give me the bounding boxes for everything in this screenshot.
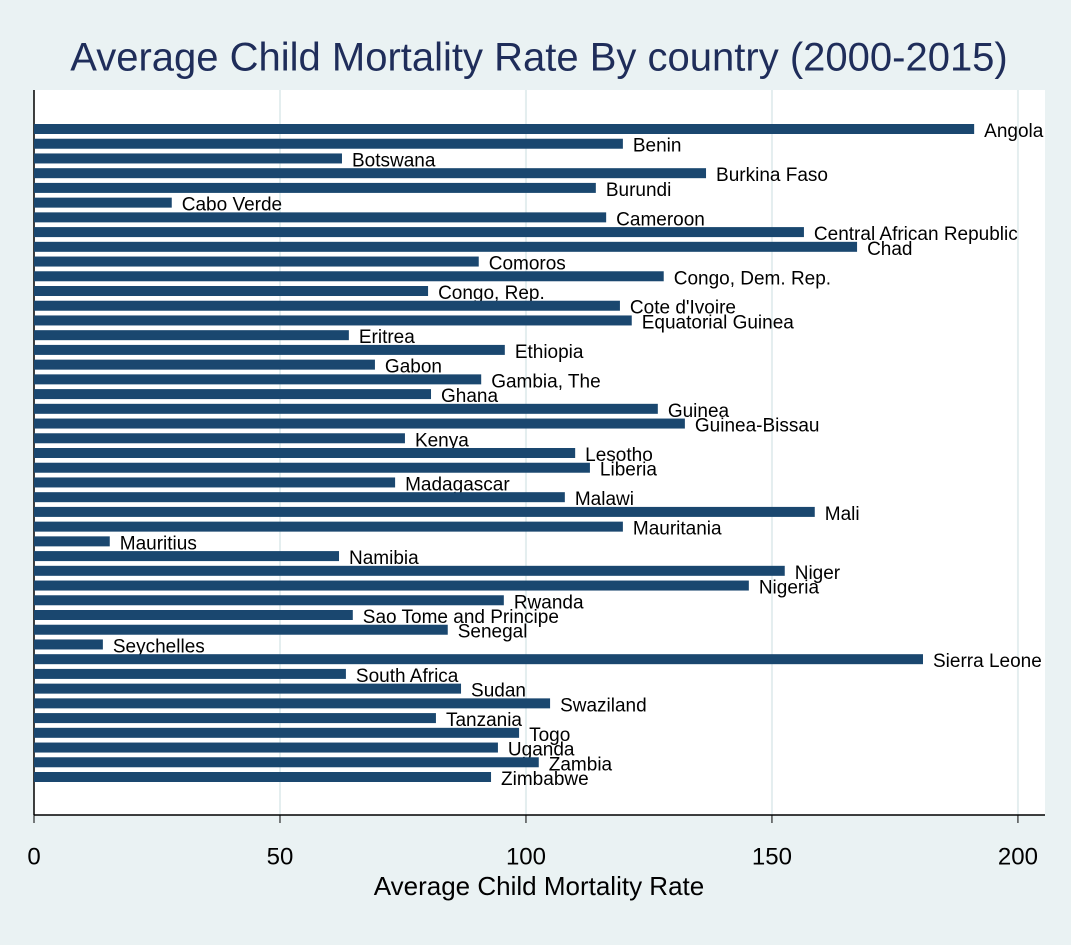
bar (34, 757, 539, 768)
bar-label: Cameroon (616, 209, 705, 230)
bar (34, 551, 340, 562)
bar-label: Mali (825, 504, 860, 525)
bar-label: Seychelles (113, 636, 205, 657)
bar (34, 448, 576, 458)
bar-label: Togo (529, 725, 570, 746)
bar (34, 271, 664, 282)
bar (34, 772, 492, 782)
bar-label: South Africa (356, 666, 459, 687)
bar-label: Swaziland (560, 695, 647, 716)
bar (34, 138, 623, 149)
bar-label: Nigeria (759, 578, 820, 599)
bar-label: Tanzania (446, 710, 522, 731)
bar (34, 418, 685, 429)
bar (34, 374, 482, 385)
bar (34, 506, 815, 517)
bar (34, 610, 353, 620)
x-axis-label: Average Child Mortality Rate (374, 871, 704, 901)
bar (34, 197, 172, 208)
chart-title: Average Child Mortality Rate By country … (70, 36, 1008, 80)
bar (34, 168, 707, 179)
bar (34, 477, 396, 488)
bar-label: Zimbabwe (501, 769, 589, 790)
bar (34, 153, 342, 164)
bar (34, 462, 590, 473)
bar (34, 698, 551, 709)
bar-label: Niger (795, 563, 841, 584)
bar-label: Benin (633, 136, 682, 157)
x-tick-label: 150 (752, 843, 792, 870)
bar (34, 521, 623, 532)
bar-label: Liberia (600, 460, 657, 481)
bar (34, 330, 349, 341)
bar-label: Eritrea (359, 327, 415, 348)
bar (34, 492, 565, 503)
bar-label: Congo, Dem. Rep. (674, 268, 831, 289)
bar (34, 727, 520, 738)
bar-label: Sierra Leone (933, 651, 1042, 672)
bar-label: Equatorial Guinea (642, 312, 795, 333)
bar (34, 668, 346, 679)
bar-label: Lesotho (585, 445, 653, 466)
bar (34, 124, 975, 134)
bar (34, 433, 405, 444)
bar (34, 580, 749, 591)
bar (34, 344, 505, 355)
x-tick-label: 100 (506, 843, 546, 870)
bar (34, 403, 658, 414)
bar-label: Central African Republic (814, 224, 1018, 245)
bar (34, 300, 620, 311)
bar (34, 256, 479, 267)
bar-label: Sao Tome and Principe (363, 607, 559, 628)
bar-label: Madagascar (405, 474, 510, 495)
bar-label: Congo, Rep. (438, 283, 545, 304)
bar-label: Mauritania (633, 519, 722, 540)
bar (34, 624, 448, 635)
bar-label: Ethiopia (515, 342, 584, 363)
bar-label: Botswana (352, 150, 436, 171)
bar (34, 241, 858, 252)
bar (34, 286, 429, 296)
bar-label: Cote d'Ivoire (630, 298, 736, 319)
bar (34, 683, 462, 694)
bar (34, 359, 375, 370)
bar (34, 742, 498, 753)
bar-label: Sudan (471, 681, 526, 702)
bar (34, 639, 103, 650)
bar-label: Burkina Faso (716, 165, 828, 186)
bar (34, 389, 432, 400)
bar (34, 227, 804, 238)
bar (34, 565, 785, 576)
bar (34, 212, 607, 223)
bar-label: Angola (984, 121, 1044, 142)
bar-label: Kenya (415, 430, 469, 451)
bar (34, 182, 596, 193)
bar-label: Mauritius (120, 533, 197, 554)
bar-label: Zambia (549, 754, 613, 775)
bar (34, 595, 504, 606)
bar-label: Chad (867, 239, 912, 260)
bar-label: Malawi (575, 489, 634, 510)
bar-label: Guinea-Bissau (695, 416, 820, 437)
x-tick-label: 200 (998, 843, 1038, 870)
bar-label: Namibia (349, 548, 419, 569)
bar-label: Gabon (385, 357, 442, 378)
x-tick-label: 50 (267, 843, 294, 870)
bar (34, 315, 632, 326)
bar (34, 536, 110, 547)
bar (34, 654, 923, 665)
bar-label: Uganda (508, 740, 575, 761)
bar-label: Senegal (458, 622, 528, 643)
bar-label: Gambia, The (491, 371, 600, 392)
bar-label: Ghana (441, 386, 498, 407)
bar (34, 713, 436, 724)
bar-label: Rwanda (514, 592, 584, 613)
bar-label: Burundi (606, 180, 672, 201)
x-tick-label: 0 (27, 843, 40, 870)
bar-label: Comoros (489, 254, 566, 275)
bar-label: Cabo Verde (182, 195, 282, 216)
bar-label: Guinea (668, 401, 730, 422)
